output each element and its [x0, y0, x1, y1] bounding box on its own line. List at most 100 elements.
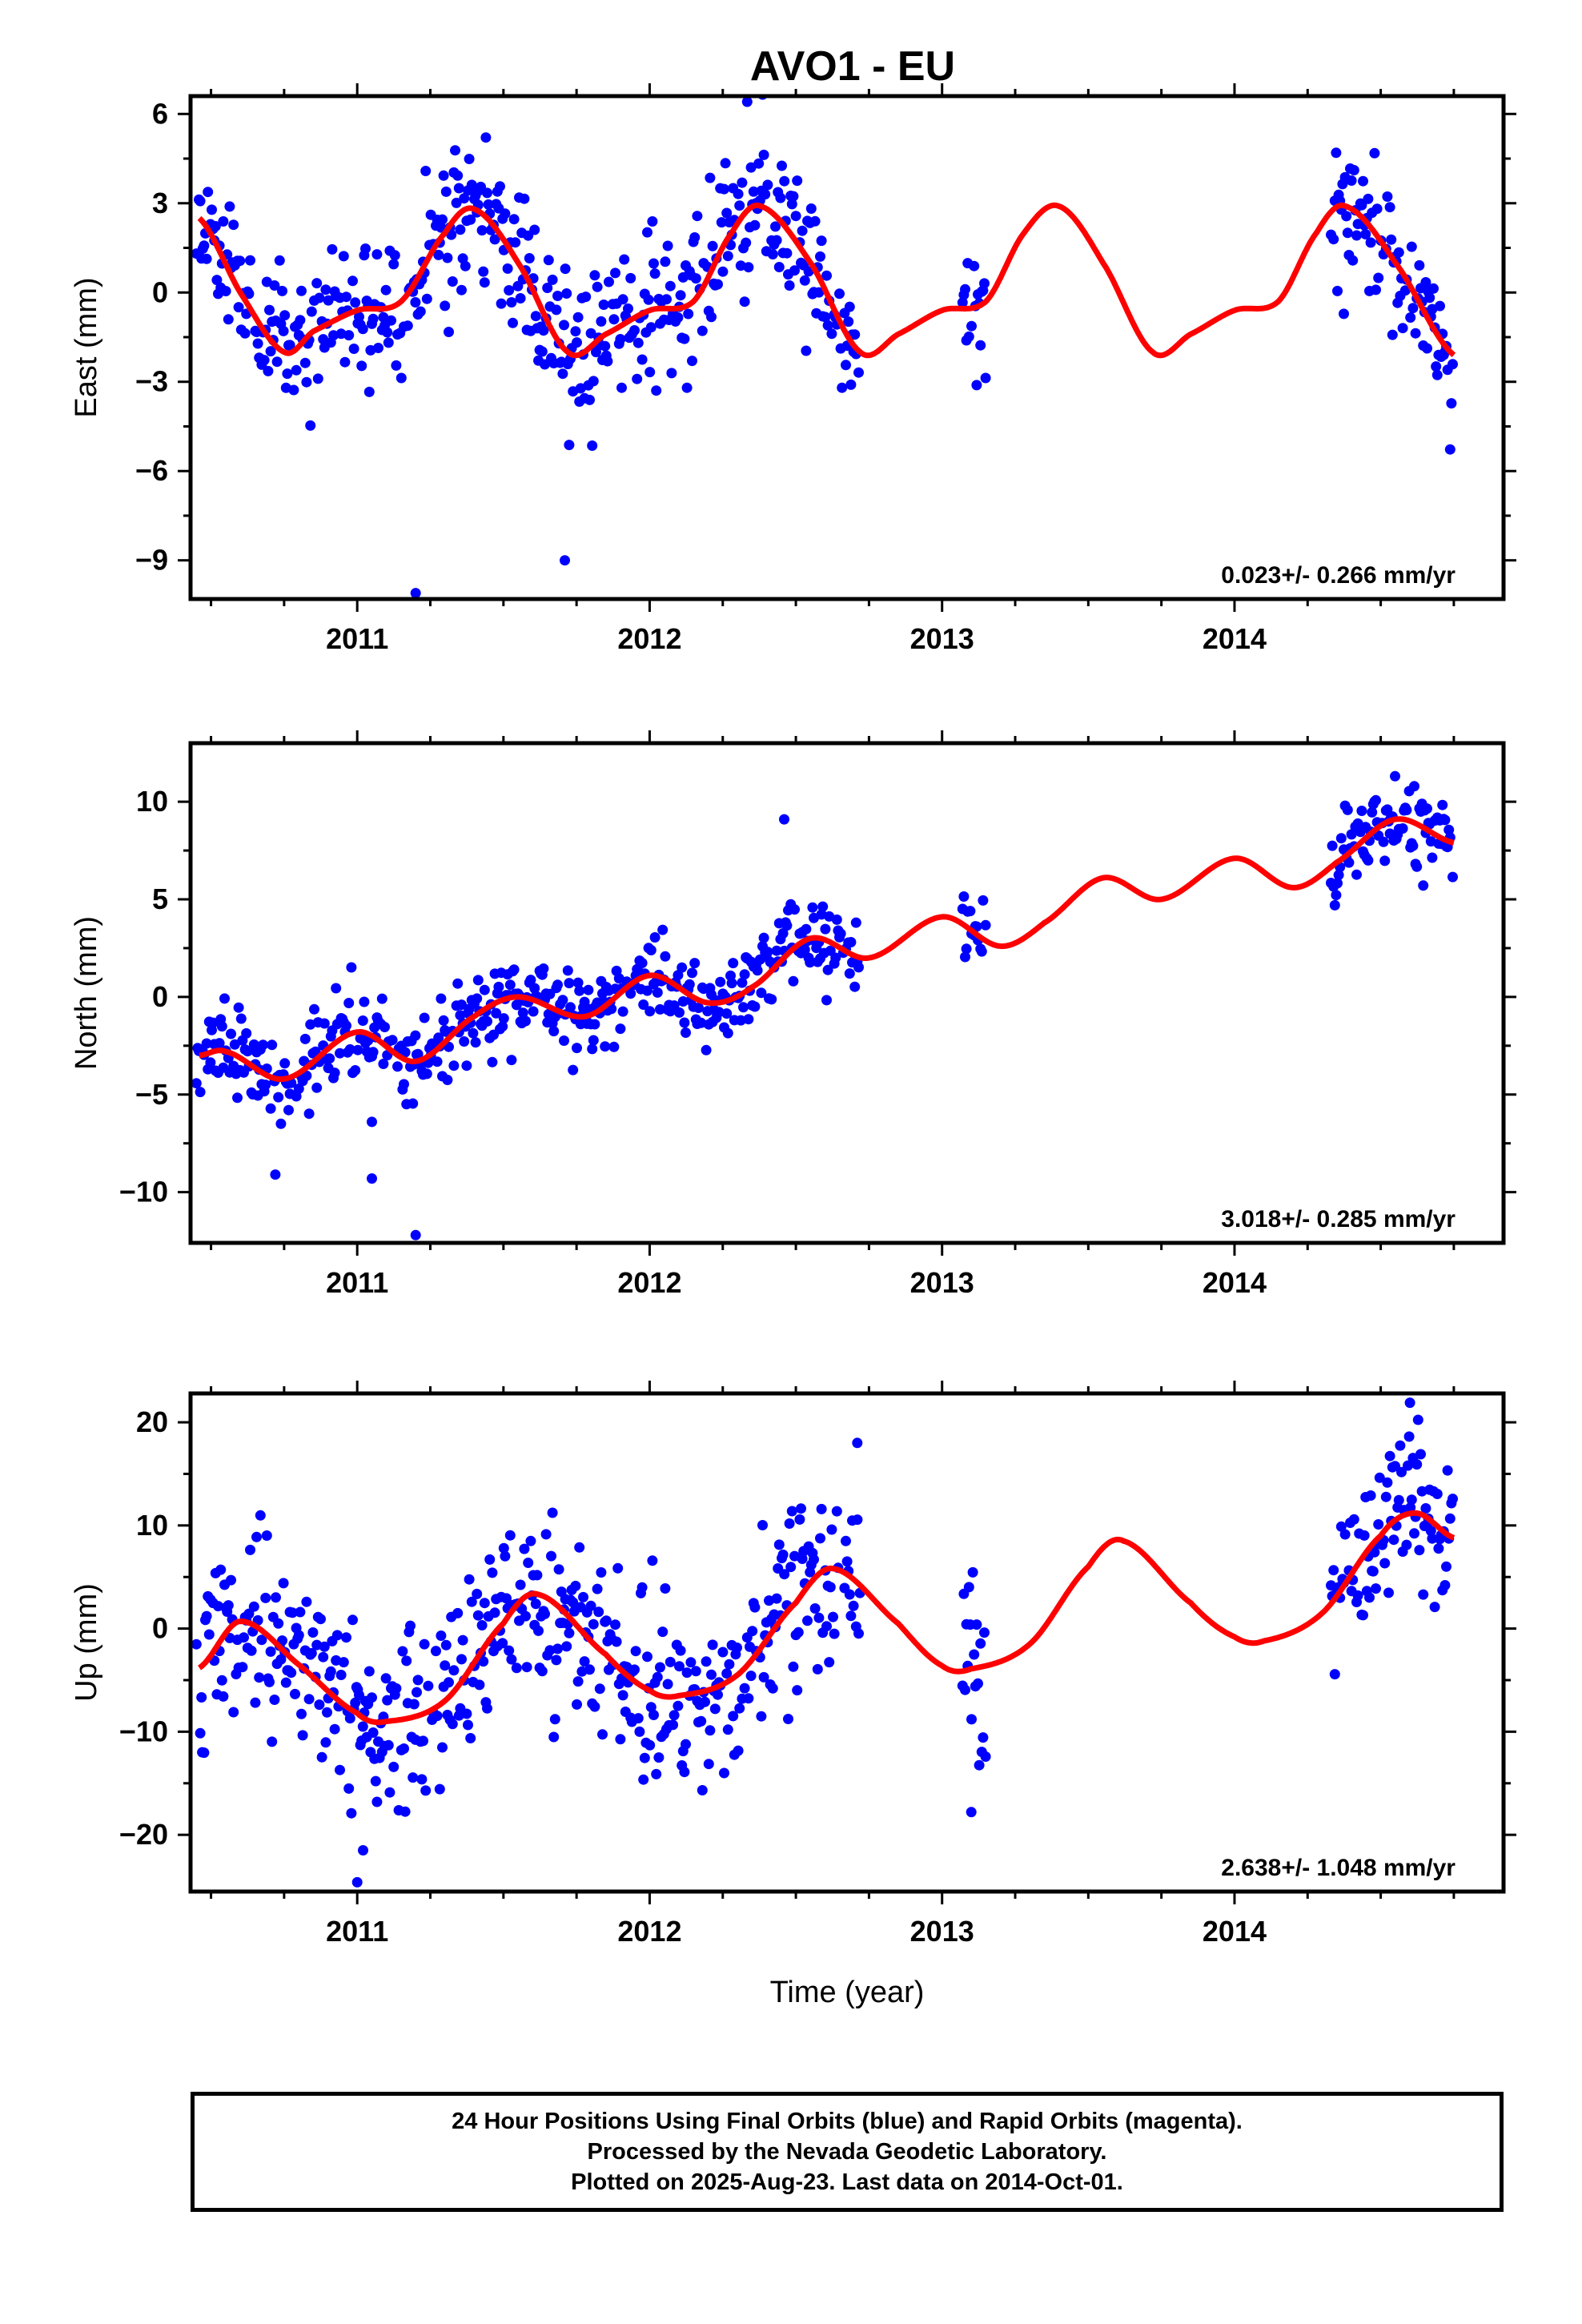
data-point	[498, 1013, 509, 1024]
model-curve	[198, 816, 1456, 1083]
data-point	[1382, 191, 1393, 202]
data-point	[805, 203, 817, 214]
data-point	[438, 1015, 449, 1026]
x-tick-label: 2014	[1203, 1266, 1267, 1299]
data-point	[767, 1683, 778, 1694]
data-point	[801, 923, 812, 935]
data-point	[848, 1600, 859, 1611]
data-point	[807, 902, 818, 913]
data-point	[457, 1634, 468, 1646]
data-point	[683, 308, 694, 320]
data-point	[1365, 237, 1376, 248]
data-point	[587, 1043, 598, 1055]
data-point	[391, 1683, 402, 1694]
data-point	[329, 1068, 340, 1079]
data-point	[367, 1047, 379, 1058]
caption-line-3: Plotted on 2025-Aug-23. Last data on 201…	[571, 2169, 1123, 2195]
data-point	[1342, 804, 1353, 815]
data-point	[239, 328, 251, 339]
data-point	[837, 382, 848, 393]
data-point	[280, 1677, 291, 1688]
data-point	[960, 283, 970, 295]
data-point	[752, 965, 763, 976]
data-point	[717, 266, 729, 277]
data-point	[786, 199, 797, 210]
x-tick-label: 2014	[1203, 622, 1267, 655]
data-point	[344, 1713, 355, 1724]
data-point	[376, 993, 387, 1004]
data-point	[246, 1645, 257, 1656]
data-point	[350, 1065, 361, 1076]
data-point	[533, 1625, 544, 1636]
data-point	[816, 1503, 827, 1514]
data-point	[777, 160, 787, 171]
data-point	[749, 1602, 761, 1613]
data-point	[557, 368, 568, 380]
data-point	[520, 1610, 531, 1622]
data-point	[589, 1701, 600, 1712]
data-point	[834, 288, 845, 300]
data-point	[969, 1649, 980, 1660]
data-point	[1335, 833, 1347, 844]
data-point	[315, 1614, 326, 1625]
outlier-point	[560, 555, 570, 566]
data-point	[604, 276, 614, 287]
data-point	[456, 1654, 467, 1665]
data-point	[572, 1676, 584, 1687]
data-point	[235, 1013, 247, 1024]
data-point	[572, 312, 584, 323]
data-point	[216, 1021, 227, 1032]
rate-label: 0.023+/- 0.266 mm/yr	[1221, 562, 1456, 589]
data-point	[644, 1006, 656, 1017]
data-point	[756, 1711, 767, 1722]
data-point	[1396, 1466, 1407, 1478]
data-point	[331, 1630, 343, 1641]
data-point	[638, 999, 649, 1010]
data-point	[1401, 805, 1412, 815]
data-point	[415, 306, 426, 317]
data-point	[552, 291, 563, 301]
rate-label: 3.018+/- 0.285 mm/yr	[1221, 1206, 1456, 1232]
data-point	[479, 277, 490, 288]
data-point	[805, 957, 816, 968]
data-point	[303, 1108, 315, 1120]
data-point	[338, 251, 349, 262]
data-point	[504, 285, 515, 296]
data-point	[963, 331, 974, 342]
data-point	[460, 260, 471, 271]
data-point	[784, 280, 795, 291]
data-point	[506, 1055, 517, 1066]
data-point	[657, 1626, 669, 1638]
data-point	[655, 1662, 665, 1673]
data-point	[400, 1047, 411, 1058]
data-point	[392, 1061, 403, 1072]
data-point	[215, 1564, 227, 1575]
data-point	[476, 1620, 488, 1630]
data-point	[790, 211, 801, 222]
data-point	[592, 1583, 603, 1594]
data-point	[493, 981, 504, 992]
data-point	[260, 1592, 271, 1603]
data-point	[420, 166, 432, 176]
data-point	[835, 928, 846, 939]
data-point	[416, 1774, 428, 1785]
data-point	[506, 297, 517, 308]
panels: −9 −6 −3 0 3 6 2011 2012 2013 2014 East (mm) 0.023+…	[70, 83, 1516, 1948]
outlier-point	[197, 1747, 208, 1758]
outlier-point	[1404, 1397, 1415, 1409]
data-point	[674, 1007, 685, 1018]
data-point	[529, 983, 540, 994]
data-point	[316, 1751, 327, 1763]
data-point	[1328, 234, 1339, 245]
data-point	[1424, 292, 1435, 304]
data-point	[543, 255, 554, 266]
data-point	[749, 219, 761, 231]
data-point	[788, 975, 799, 987]
data-point	[508, 964, 520, 975]
data-point	[1441, 1561, 1452, 1572]
caption-line-2: Processed by the Nevada Geodetic Laborat…	[587, 2139, 1107, 2165]
data-point	[504, 1530, 516, 1541]
data-point	[278, 325, 289, 336]
data-point	[741, 96, 753, 107]
data-point	[687, 356, 697, 367]
